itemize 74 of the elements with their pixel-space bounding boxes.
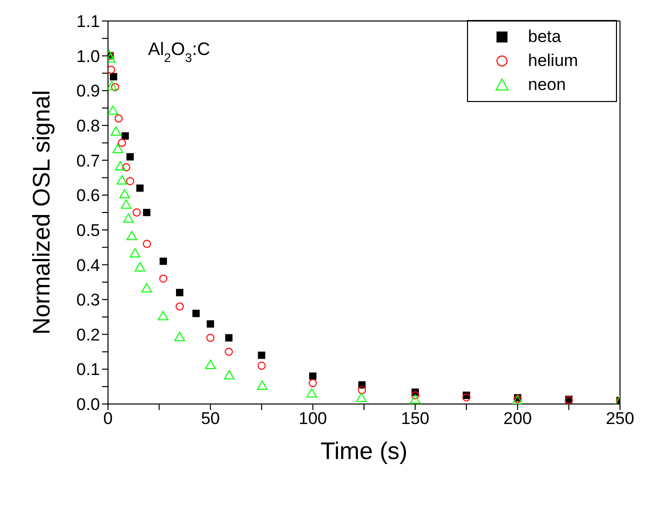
point (122, 163, 130, 172)
x-axis-title: Time (s) (320, 438, 408, 465)
legend-label: neon (528, 74, 566, 96)
point (142, 240, 151, 248)
point (258, 352, 266, 359)
point (224, 370, 235, 380)
point (410, 394, 421, 404)
point (126, 153, 134, 160)
point (358, 386, 366, 394)
point (114, 114, 123, 123)
x-tick-label: 150 (401, 409, 430, 428)
annotation: Al$_{2}$O$_{3}$:C (148, 39, 210, 65)
legend-label: beta (528, 26, 562, 48)
point (225, 334, 232, 342)
point (143, 208, 150, 216)
point (205, 360, 216, 369)
point (356, 392, 367, 402)
point (110, 126, 122, 136)
point (116, 175, 128, 184)
point (176, 302, 184, 311)
y-axis-title: Normalized OSL signal (28, 90, 56, 335)
y-tick-label: 1.0 (76, 46, 100, 66)
point (136, 184, 144, 192)
y-tick-label: 0.4 (76, 256, 100, 275)
point (224, 348, 233, 356)
y-tick-label: 0.2 (76, 325, 100, 344)
point (118, 138, 126, 147)
point (411, 391, 420, 400)
point (112, 144, 124, 154)
point (114, 161, 126, 171)
point (108, 105, 118, 115)
y-tick-label: 0.9 (76, 82, 100, 101)
point (122, 132, 129, 140)
point (134, 262, 146, 272)
point (108, 66, 116, 74)
point (192, 310, 200, 318)
point (462, 393, 470, 402)
point (108, 81, 118, 90)
x-tick-label: 200 (503, 409, 532, 428)
point (308, 379, 317, 388)
point (141, 283, 152, 292)
point (160, 258, 167, 265)
x-tick-label: 0 (103, 409, 113, 428)
point (119, 189, 130, 198)
point (206, 320, 214, 328)
point (158, 310, 168, 320)
y-tick-label: 0.5 (76, 220, 100, 240)
y-tick-label: 0.8 (76, 116, 100, 136)
x-tick-label: 50 (200, 409, 220, 428)
point (126, 230, 138, 240)
y-tick-label: 0.6 (76, 186, 100, 206)
point (110, 73, 118, 80)
point (120, 199, 132, 209)
y-tick-label: 0.3 (76, 290, 100, 310)
point (159, 274, 168, 283)
legend-label: helium (528, 50, 578, 72)
point (309, 372, 316, 380)
y-tick-label: 0.0 (76, 395, 100, 414)
point (176, 288, 184, 296)
point (258, 362, 266, 370)
x-tick-label: 250 (606, 409, 634, 428)
y-tick-label: 1.1 (76, 12, 100, 32)
point (111, 83, 120, 92)
point (132, 208, 141, 217)
y-tick-label: 0.1 (76, 360, 100, 380)
x-tick-label: 100 (298, 409, 327, 428)
point (130, 248, 140, 258)
point (256, 380, 268, 390)
y-tick-label: 0.7 (76, 151, 100, 170)
point (174, 332, 185, 342)
point (126, 177, 134, 186)
point (306, 388, 318, 398)
point (123, 213, 134, 223)
point (206, 334, 214, 342)
